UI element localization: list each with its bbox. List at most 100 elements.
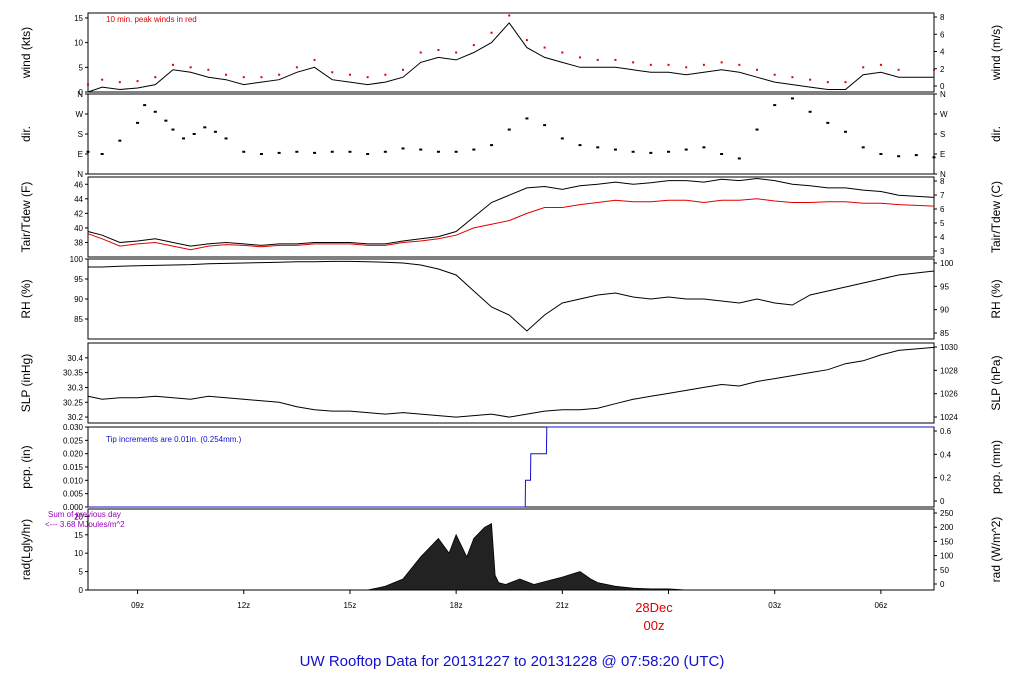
- peak-wind-point: [596, 58, 599, 61]
- dir-point: [203, 126, 207, 129]
- dir-point: [100, 153, 104, 155]
- dir-point: [773, 104, 777, 107]
- y-axis-label: rad(Lgly/hr): [19, 519, 33, 580]
- peak-wind-point: [101, 78, 104, 81]
- panel-annotation: <--- 3.68 MJoules/m^2: [45, 520, 125, 529]
- dir-point: [192, 133, 196, 135]
- dir-point: [153, 110, 157, 113]
- dir-point: [667, 150, 671, 153]
- y-tick-label: N: [77, 90, 83, 99]
- y-tick-label: 10: [74, 39, 83, 48]
- y-tick-label: 30.2: [67, 413, 83, 422]
- peak-wind-point: [738, 63, 741, 66]
- x-tick-label: 06z: [874, 601, 887, 610]
- y-tick-label-right: 3: [940, 247, 945, 256]
- y-tick-label-right: 1026: [940, 390, 958, 399]
- dir-point: [295, 150, 299, 153]
- y-tick-label-right: W: [940, 110, 948, 119]
- peak-wind-point: [366, 76, 369, 79]
- y-tick-label-right: 4: [940, 233, 945, 242]
- y-tick-label: 95: [74, 275, 83, 284]
- dir-point: [755, 128, 759, 131]
- dir-point: [897, 155, 901, 158]
- peak-wind-point: [667, 63, 670, 66]
- peak-wind-point: [862, 66, 865, 69]
- y-tick-label-right: 0: [940, 580, 945, 589]
- peak-wind-point: [879, 63, 882, 66]
- dir-point: [914, 154, 918, 157]
- y-axis-label-right: wind (m/s): [989, 25, 1003, 81]
- y-tick-label-right: 0: [940, 497, 945, 506]
- peak-wind-point: [225, 73, 228, 76]
- dir-point: [879, 153, 883, 155]
- panel-annotation: Sum of previous day: [48, 510, 121, 519]
- y-tick-label-right: N: [940, 170, 946, 179]
- dir-point: [213, 130, 217, 133]
- peak-wind-point: [632, 61, 635, 64]
- y-axis-label: Tair/Tdew (F): [19, 182, 33, 253]
- dir-point: [578, 144, 582, 147]
- dir-point: [472, 148, 476, 151]
- y-tick-label: 0.020: [63, 450, 84, 459]
- y-tick-label: 42: [74, 209, 83, 218]
- peak-wind-point: [561, 51, 564, 54]
- peak-wind-point: [260, 76, 263, 79]
- y-tick-label-right: 90: [940, 306, 949, 315]
- y-tick-label: 0: [79, 586, 84, 595]
- peak-wind-point: [472, 44, 475, 47]
- dir-point: [454, 150, 458, 153]
- y-tick-label: 10: [74, 549, 83, 558]
- dir-point: [737, 157, 741, 160]
- y-tick-label: N: [77, 170, 83, 179]
- peak-wind-point: [543, 46, 546, 49]
- y-tick-label: W: [75, 110, 83, 119]
- y-tick-label: S: [78, 130, 83, 139]
- dir-point: [808, 110, 812, 113]
- peak-wind-point: [508, 14, 511, 17]
- dir-point: [330, 150, 334, 153]
- peak-wind-point: [844, 81, 847, 84]
- peak-wind-point: [525, 39, 528, 42]
- y-axis-label-right: dir.: [989, 126, 1003, 142]
- y-tick-label-right: 100: [940, 259, 954, 268]
- y-axis-label: pcp. (in): [19, 445, 33, 488]
- peak-wind-point: [402, 68, 405, 71]
- dir-point: [684, 148, 688, 151]
- x-tick-label: 15z: [343, 601, 356, 610]
- dir-point: [86, 150, 90, 153]
- footer-title: UW Rooftop Data for 20131227 to 20131228…: [300, 653, 725, 670]
- y-tick-label-right: E: [940, 150, 945, 159]
- y-tick-label-right: 200: [940, 523, 954, 532]
- peak-wind-point: [756, 68, 759, 71]
- peak-wind-point: [614, 58, 617, 61]
- dir-point: [631, 150, 635, 153]
- dir-point: [596, 146, 600, 149]
- y-tick-label-right: 50: [940, 566, 949, 575]
- panel-frame: [87, 342, 935, 424]
- peak-wind-point: [207, 68, 210, 71]
- series-line: [87, 177, 935, 247]
- y-tick-label: 0.005: [63, 490, 84, 499]
- y-tick-label: 44: [74, 195, 83, 204]
- y-tick-label-right: N: [940, 90, 946, 99]
- dir-point: [277, 151, 281, 154]
- y-axis-label: wind (kts): [19, 27, 33, 79]
- y-tick-label-right: 5: [940, 219, 945, 228]
- peak-wind-point: [933, 68, 935, 71]
- y-axis-label-right: Tair/Tdew (C): [989, 181, 1003, 253]
- y-tick-label-right: 0: [940, 82, 945, 91]
- y-tick-label-right: 150: [940, 537, 954, 546]
- dir-point: [826, 121, 830, 124]
- dir-point: [720, 153, 724, 155]
- y-tick-label-right: 8: [940, 177, 945, 186]
- x-tick-label: 21z: [556, 601, 569, 610]
- peak-wind-point: [773, 73, 776, 76]
- y-axis-label: RH (%): [19, 279, 33, 318]
- panel-annotation: Tip increments are 0.01in. (0.254mm.): [106, 435, 242, 444]
- dir-point: [171, 128, 175, 131]
- dir-point: [932, 156, 936, 159]
- y-tick-label-right: 85: [940, 329, 949, 338]
- dir-point: [649, 151, 653, 154]
- date-sublabel: 00z: [644, 618, 665, 633]
